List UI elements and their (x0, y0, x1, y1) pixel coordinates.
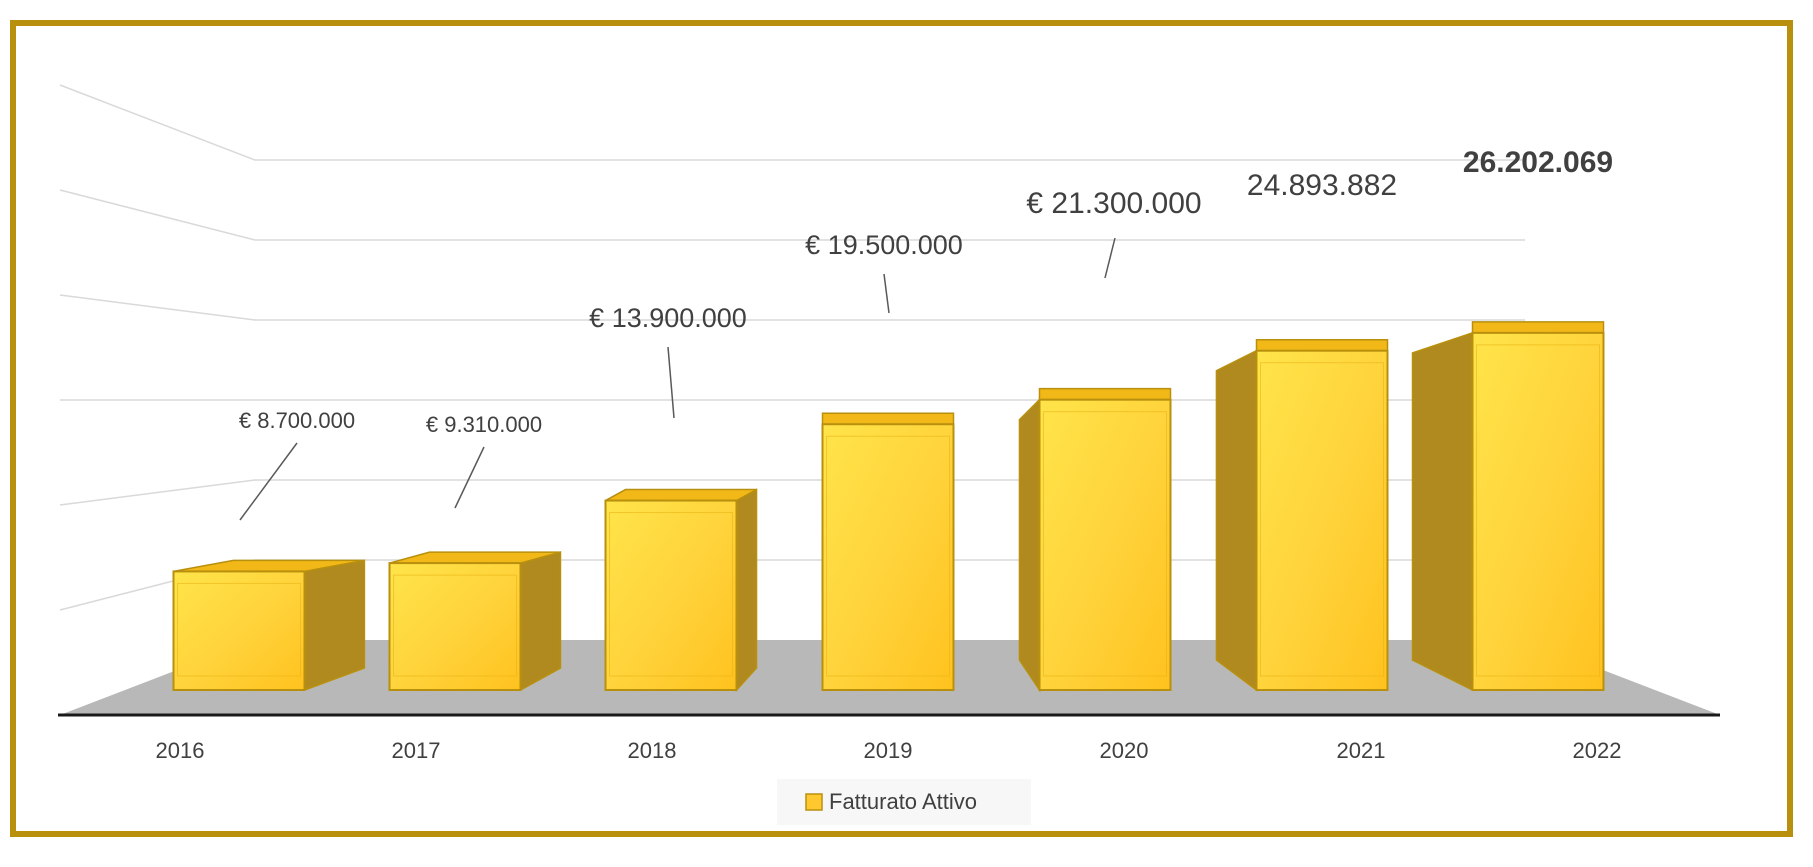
gridline-left (59, 84, 256, 161)
x-tick-2022: 2022 (1573, 738, 1622, 763)
bar-inner-edge (177, 582, 301, 677)
bar-inner-edge (1260, 362, 1384, 677)
bar-2022[interactable] (1411, 321, 1605, 692)
x-tick-2020: 2020 (1100, 738, 1149, 763)
bar-inner-edge (1043, 411, 1167, 677)
legend-label: Fatturato Attivo (829, 789, 977, 814)
leader-line (667, 346, 675, 419)
x-tick-2018: 2018 (628, 738, 677, 763)
leader-line (239, 442, 298, 521)
x-tick-2017: 2017 (392, 738, 441, 763)
bar-side-face (1215, 349, 1258, 692)
bar-2018[interactable] (604, 488, 758, 692)
bar-side-face (1411, 331, 1474, 692)
x-tick-2016: 2016 (156, 738, 205, 763)
legend-swatch (805, 793, 823, 811)
legend[interactable]: Fatturato Attivo (777, 779, 1031, 825)
bar-inner-edge (609, 512, 733, 677)
data-labels: € 8.700.000 € 9.310.000 € 13.900.000 € 19.5… (239, 146, 1613, 521)
bar-2016[interactable] (172, 559, 366, 692)
bar-front-face (1255, 349, 1389, 691)
data-label-2017: € 9.310.000 (426, 412, 542, 437)
bar-side-face (519, 551, 562, 692)
data-label-2021: 24.893.882 (1247, 169, 1397, 202)
data-label-2018: € 13.900.000 (589, 303, 747, 333)
leader-line (1104, 237, 1116, 279)
bar-side-face (735, 488, 758, 692)
bar-front-face (172, 570, 306, 692)
bar-front-face (821, 423, 955, 691)
x-axis: 2016 2017 2018 2019 2020 2021 2022 (156, 738, 1622, 763)
bar-2017[interactable] (388, 551, 562, 692)
gridline-left (59, 294, 256, 321)
x-tick-2021: 2021 (1337, 738, 1386, 763)
bars (172, 321, 1605, 693)
leader-line (454, 446, 485, 509)
bar-top-face (1038, 387, 1172, 401)
data-label-2020: € 21.300.000 (1026, 187, 1201, 220)
bar-inner-edge (393, 574, 517, 677)
data-label-2019: € 19.500.000 (805, 230, 963, 260)
bar-front-face (1038, 398, 1172, 691)
gridline-left (59, 479, 256, 506)
bar-top-face (605, 488, 757, 502)
bar-top-face (1471, 321, 1605, 334)
bar-top-face (821, 412, 955, 425)
x-tick-2019: 2019 (864, 738, 913, 763)
data-label-2016: € 8.700.000 (239, 408, 355, 433)
bar-2019[interactable] (821, 412, 955, 691)
bar-2020[interactable] (1018, 387, 1172, 693)
leader-line (883, 273, 890, 314)
bar-front-face (388, 562, 522, 691)
bar-side-face (303, 559, 366, 692)
bar-inner-edge (826, 435, 950, 677)
bar-side-face (1018, 397, 1041, 693)
bar-2021[interactable] (1215, 338, 1389, 692)
bar-top-face (1255, 338, 1389, 352)
gridline-left (59, 189, 256, 241)
bar-inner-edge (1476, 344, 1600, 677)
bar-front-face (1471, 331, 1605, 691)
data-label-2022: 26.202.069 (1463, 146, 1613, 179)
bar-front-face (604, 499, 738, 691)
